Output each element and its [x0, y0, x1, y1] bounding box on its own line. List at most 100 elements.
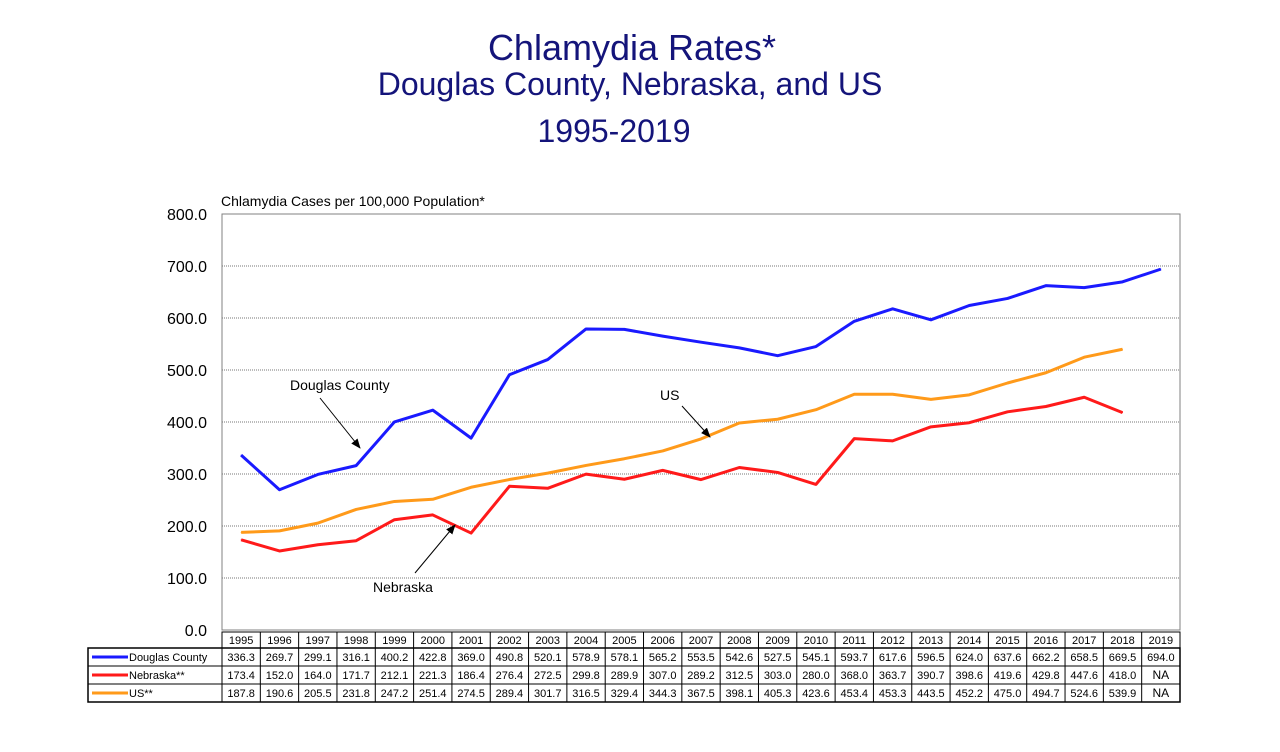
table-cell: 524.6 — [1070, 688, 1098, 700]
data-point — [623, 478, 625, 480]
table-cell: 303.0 — [764, 670, 792, 682]
data-point — [1083, 287, 1085, 289]
table-cell: 565.2 — [649, 652, 677, 664]
table-cell: 299.1 — [304, 652, 332, 664]
table-cell: 299.8 — [572, 670, 600, 682]
table-cell: 367.5 — [687, 688, 715, 700]
y-tick-label: 100.0 — [167, 571, 207, 588]
annotation-arrow — [319, 397, 361, 449]
table-cell: NA — [1153, 668, 1170, 682]
x-tick-label: 2014 — [957, 635, 981, 647]
y-tick-label: 500.0 — [167, 363, 207, 380]
data-point — [508, 374, 510, 376]
table-cell: 419.6 — [994, 670, 1022, 682]
x-tick-label: 2012 — [880, 635, 904, 647]
chart-subtitle: Douglas County, Nebraska, and US — [378, 66, 883, 102]
plot-area — [221, 213, 1181, 631]
data-point — [470, 486, 472, 488]
table-cell: 251.4 — [419, 688, 447, 700]
table-cell: 369.0 — [457, 652, 485, 664]
table-cell: NA — [1153, 686, 1170, 700]
table-cell: 289.2 — [687, 670, 715, 682]
data-point — [1045, 406, 1047, 408]
data-point — [738, 347, 740, 349]
annotation-arrow — [414, 524, 456, 574]
data-point — [278, 530, 280, 532]
table-cell: 553.5 — [687, 652, 715, 664]
y-axis-label: Chlamydia Cases per 100,000 Population* — [221, 193, 485, 209]
table-cell: 187.8 — [227, 688, 255, 700]
table-cell: 400.2 — [381, 652, 409, 664]
table-cell: 398.6 — [955, 670, 983, 682]
legend-label: US** — [129, 688, 154, 700]
data-point — [738, 422, 740, 424]
table-cell: 453.4 — [841, 688, 869, 700]
data-point — [738, 467, 740, 468]
data-point — [892, 308, 894, 310]
y-tick-label: 0.0 — [185, 623, 207, 640]
data-point — [1045, 285, 1047, 287]
data-point — [1122, 348, 1124, 350]
x-tick-label: 2008 — [727, 635, 751, 647]
data-point — [1007, 411, 1009, 413]
data-point — [317, 473, 319, 475]
table-cell: 247.2 — [381, 688, 409, 700]
data-point — [968, 305, 970, 307]
data-point — [432, 498, 434, 500]
y-tick-label: 200.0 — [167, 519, 207, 536]
x-tick-label: 2013 — [919, 635, 943, 647]
series-line-us — [241, 347, 1123, 534]
table-cell: 596.5 — [917, 652, 945, 664]
table-cell: 452.2 — [955, 688, 983, 700]
annotation-arrow — [681, 405, 711, 438]
data-point — [393, 519, 395, 521]
table-cell: 405.3 — [764, 688, 792, 700]
data-point — [508, 479, 510, 481]
table-cell: 274.5 — [457, 688, 485, 700]
table-cell: 289.4 — [496, 688, 524, 700]
table-cell: 205.5 — [304, 688, 332, 700]
table-cell: 539.9 — [1109, 688, 1137, 700]
table-cell: 398.1 — [726, 688, 754, 700]
table-cell: 276.4 — [496, 670, 524, 682]
x-tick-label: 2004 — [574, 635, 598, 647]
table-cell: 662.2 — [1032, 652, 1060, 664]
table-cell: 443.5 — [917, 688, 945, 700]
data-point — [662, 450, 664, 452]
data-point — [393, 421, 395, 423]
table-cell: 624.0 — [955, 652, 983, 664]
x-tick-label: 2019 — [1149, 635, 1173, 647]
table-cell: 329.4 — [611, 688, 639, 700]
table-cell: 545.1 — [802, 652, 830, 664]
table-cell: 289.9 — [611, 670, 639, 682]
data-point — [930, 426, 932, 428]
data-point — [240, 454, 242, 456]
y-tick-label: 800.0 — [167, 207, 207, 224]
data-point — [892, 440, 894, 442]
table-cell: 494.7 — [1032, 688, 1060, 700]
table-cell: 453.3 — [879, 688, 907, 700]
data-point — [355, 508, 357, 510]
x-tick-label: 2007 — [689, 635, 713, 647]
data-point — [815, 409, 817, 411]
table-cell: 429.8 — [1032, 670, 1060, 682]
data-point — [853, 320, 855, 322]
data-point — [930, 319, 932, 321]
data-point — [700, 479, 702, 481]
data-point — [432, 409, 434, 411]
table-cell: 152.0 — [266, 670, 294, 682]
x-tick-label: 2011 — [842, 635, 866, 647]
data-point — [1122, 281, 1124, 283]
table-cell: 212.1 — [381, 670, 409, 682]
x-tick-label: 1997 — [306, 635, 330, 647]
table-cell: 593.7 — [841, 652, 869, 664]
table-cell: 578.9 — [572, 652, 600, 664]
data-point — [968, 394, 970, 396]
x-tick-label: 2001 — [459, 635, 483, 647]
table-cell: 190.6 — [266, 688, 294, 700]
y-tick-label: 600.0 — [167, 311, 207, 328]
legend-label: Nebraska** — [129, 670, 185, 682]
table-cell: 269.7 — [266, 652, 294, 664]
table-cell: 637.6 — [994, 652, 1022, 664]
